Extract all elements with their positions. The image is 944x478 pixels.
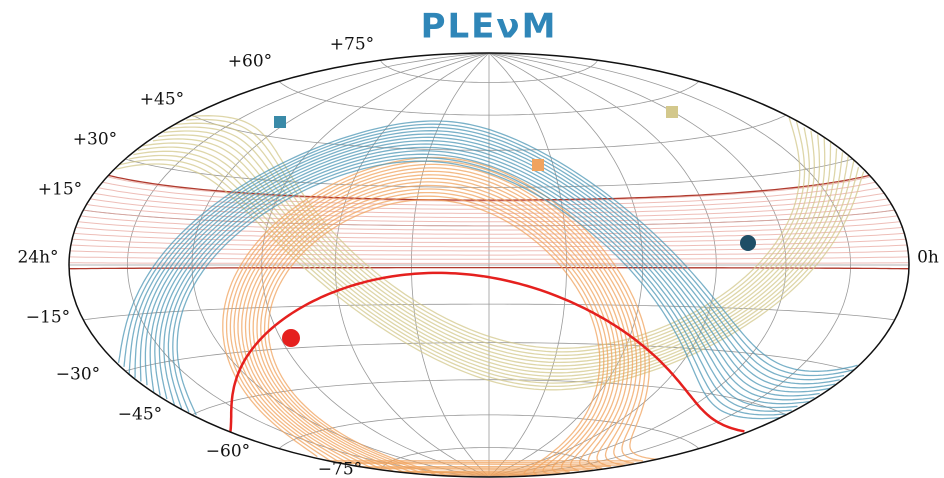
map-outline [68, 52, 910, 478]
tan-band [133, 150, 849, 381]
band-line [89, 198, 889, 219]
blue-band [158, 146, 810, 405]
latitude-label: +15° [38, 180, 82, 200]
meridian [488, 53, 567, 477]
tan-band [119, 159, 860, 388]
orange-band [260, 191, 609, 476]
blue-band [163, 150, 798, 409]
orange-band [237, 170, 634, 468]
axis-labels: +75° +60° +45° +30° +15° −15° −30° −45° −60° −75°… [17, 35, 938, 478]
ra-label: 24h° [17, 248, 58, 268]
latitude-label: −45° [118, 405, 162, 425]
latitude-label: +75° [330, 35, 374, 55]
marker [666, 106, 678, 118]
orange-band [263, 195, 605, 476]
tan-band [174, 122, 811, 357]
tan-band [168, 126, 815, 360]
blue-band [139, 133, 836, 389]
tan-band [152, 138, 832, 371]
band-line [86, 203, 892, 223]
tan-band [142, 142, 838, 374]
band-edge [108, 174, 870, 201]
latitude-label: +30° [73, 130, 117, 150]
red-curve [229, 271, 745, 433]
latitude-label: −60° [206, 442, 250, 462]
orange-band [256, 188, 613, 475]
meridian [411, 53, 490, 477]
band-line [69, 262, 909, 264]
meridian [488, 53, 852, 477]
meridian [488, 53, 644, 477]
tan-band [163, 130, 821, 364]
blue-band [117, 120, 858, 372]
orange-band [252, 184, 617, 473]
meridian [334, 53, 490, 477]
orange-band [244, 177, 625, 471]
band-line [77, 221, 901, 235]
blue-band [123, 123, 854, 377]
marker [740, 235, 756, 251]
title: PLEνM [421, 7, 558, 47]
meridian [126, 53, 490, 477]
orange-band [248, 181, 621, 473]
band-line [75, 227, 903, 239]
blue-band [128, 126, 845, 381]
latitude-label: −15° [26, 308, 70, 328]
latitude-label: +60° [228, 52, 272, 72]
tan-band [192, 115, 801, 349]
marker [282, 329, 300, 347]
latitude-label: +45° [140, 90, 184, 110]
band-line [93, 192, 885, 215]
blue-band [134, 130, 840, 385]
band-line [69, 256, 909, 260]
tan-band [128, 154, 855, 384]
tan-band [186, 118, 806, 353]
blue-band [144, 136, 831, 393]
blue-band [167, 153, 792, 412]
tan-band [115, 163, 865, 391]
blue-band [149, 140, 820, 397]
meridian [488, 53, 787, 477]
tan-band [158, 134, 826, 367]
orange-band [267, 199, 601, 477]
blue-band [154, 143, 815, 401]
ra-label: 0h [917, 248, 939, 268]
orange-band [233, 167, 638, 466]
latitude-label: −75° [318, 460, 362, 478]
orange-band [229, 163, 642, 464]
orange-band [225, 160, 646, 462]
marker [274, 116, 286, 128]
orange-band [241, 174, 629, 469]
band-line [69, 250, 909, 256]
blue-band [172, 157, 786, 416]
blue-band [176, 160, 780, 420]
orange-band [222, 156, 658, 460]
latitude-label: −30° [56, 365, 100, 385]
tan-band [137, 146, 844, 377]
marker [532, 159, 544, 171]
map-layers [69, 53, 909, 477]
